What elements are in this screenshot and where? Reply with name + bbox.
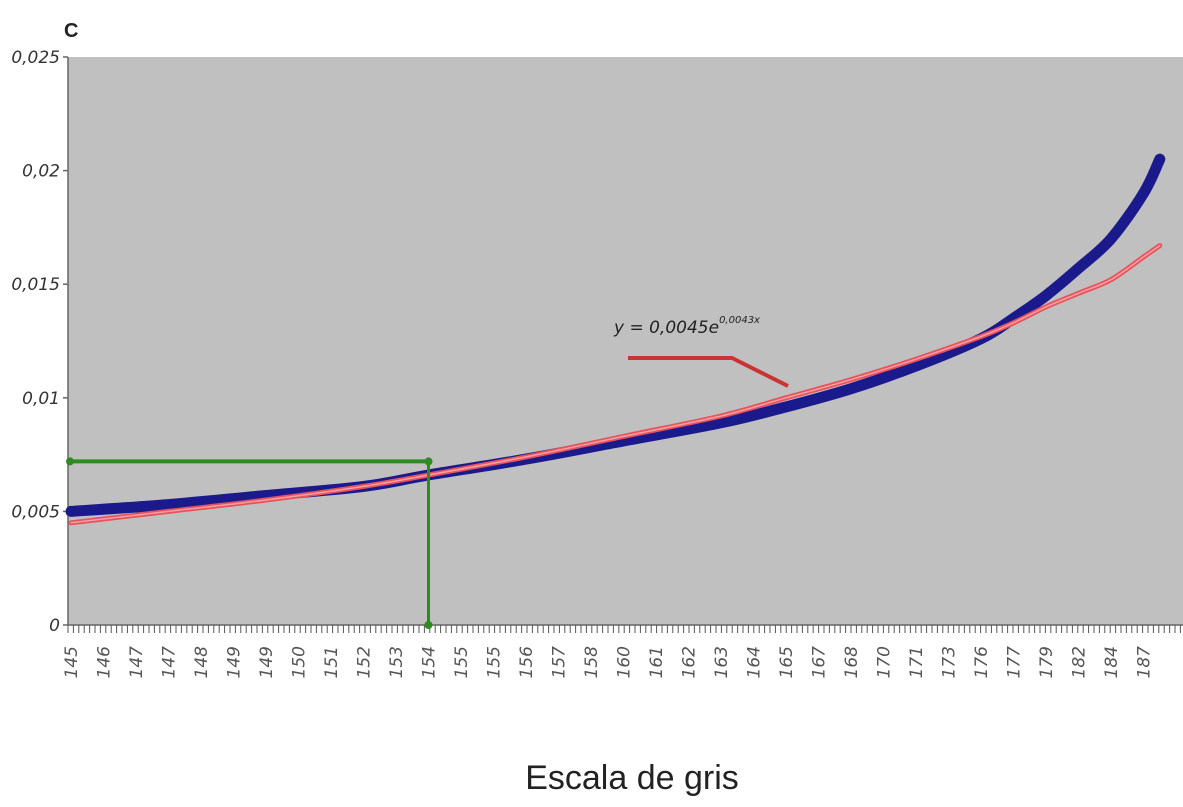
x-tick-label: 152	[355, 646, 375, 678]
x-tick-label: 149	[257, 646, 277, 678]
x-tick-label: 176	[972, 646, 992, 679]
y-tick-label: 0,015	[11, 275, 60, 295]
x-tick-label: 163	[712, 646, 732, 678]
x-tick-label: 167	[810, 646, 830, 679]
x-minor-ticks	[67, 625, 1181, 633]
x-tick-label: 168	[842, 646, 862, 679]
x-tick-label: 157	[550, 646, 570, 679]
y-tick-label: 0	[49, 616, 60, 636]
x-tick-label: 155	[485, 646, 505, 678]
x-tick-label: 164	[745, 646, 765, 678]
reference-marker-point	[424, 457, 433, 466]
y-tick-label: 0,025	[11, 48, 60, 68]
x-tick-label: 156	[517, 646, 537, 679]
x-tick-label: 182	[1070, 646, 1090, 678]
x-axis-title: Escala de gris	[525, 759, 739, 797]
y-tick-label: 0,02	[22, 162, 60, 182]
x-tick-label: 171	[907, 646, 927, 678]
x-tick-label: 155	[452, 646, 472, 678]
x-tick-label: 173	[940, 646, 960, 678]
equation-annotation: y = 0,0045e0,0043x	[613, 315, 789, 388]
y-tick-label: 0,005	[11, 502, 60, 522]
y-tick-labels: 0 0,005 0,01 0,015 0,02 0,025	[11, 48, 68, 636]
equation-exponent: 0,0043x	[719, 315, 760, 326]
x-tick-label: 177	[1005, 646, 1025, 679]
x-tick-label: 158	[582, 646, 602, 679]
x-tick-label: 160	[615, 646, 635, 678]
y-tick-label: 0,01	[22, 389, 60, 409]
x-tick-label: 145	[62, 646, 82, 678]
series-trend-highlight	[70, 244, 1161, 524]
x-tick-labels: 145 146 147 147 148 149 149 150 151 152 153 154 155 1…	[62, 646, 1155, 679]
x-tick-label: 150	[290, 646, 310, 678]
series-layer	[65, 153, 1166, 526]
x-tick-label: 147	[127, 646, 147, 679]
plot-area	[68, 57, 1183, 625]
x-tick-label: 162	[680, 646, 700, 678]
reference-lines	[66, 457, 433, 629]
x-tick-label: 187	[1135, 646, 1155, 679]
x-tick-label: 161	[647, 646, 667, 678]
equation-label: y = 0,0045e0,0043x	[613, 315, 760, 338]
equation-main: y = 0,0045e	[613, 318, 719, 338]
x-tick-label: 149	[225, 646, 245, 678]
x-tick-label: 147	[160, 646, 180, 679]
reference-marker-x	[424, 621, 433, 629]
panel-letter: C	[64, 20, 78, 42]
x-tick-label: 153	[387, 646, 407, 678]
x-tick-label: 154	[420, 646, 440, 678]
x-tick-label: 170	[875, 646, 895, 678]
reference-marker-y	[66, 457, 74, 466]
equation-arrow	[628, 356, 789, 388]
x-tick-label: 151	[322, 646, 342, 678]
x-tick-label: 184	[1102, 646, 1122, 678]
x-tick-label: 148	[192, 646, 212, 679]
x-tick-label: 165	[777, 646, 797, 678]
x-tick-label: 179	[1037, 646, 1057, 678]
x-tick-label: 146	[95, 646, 115, 679]
